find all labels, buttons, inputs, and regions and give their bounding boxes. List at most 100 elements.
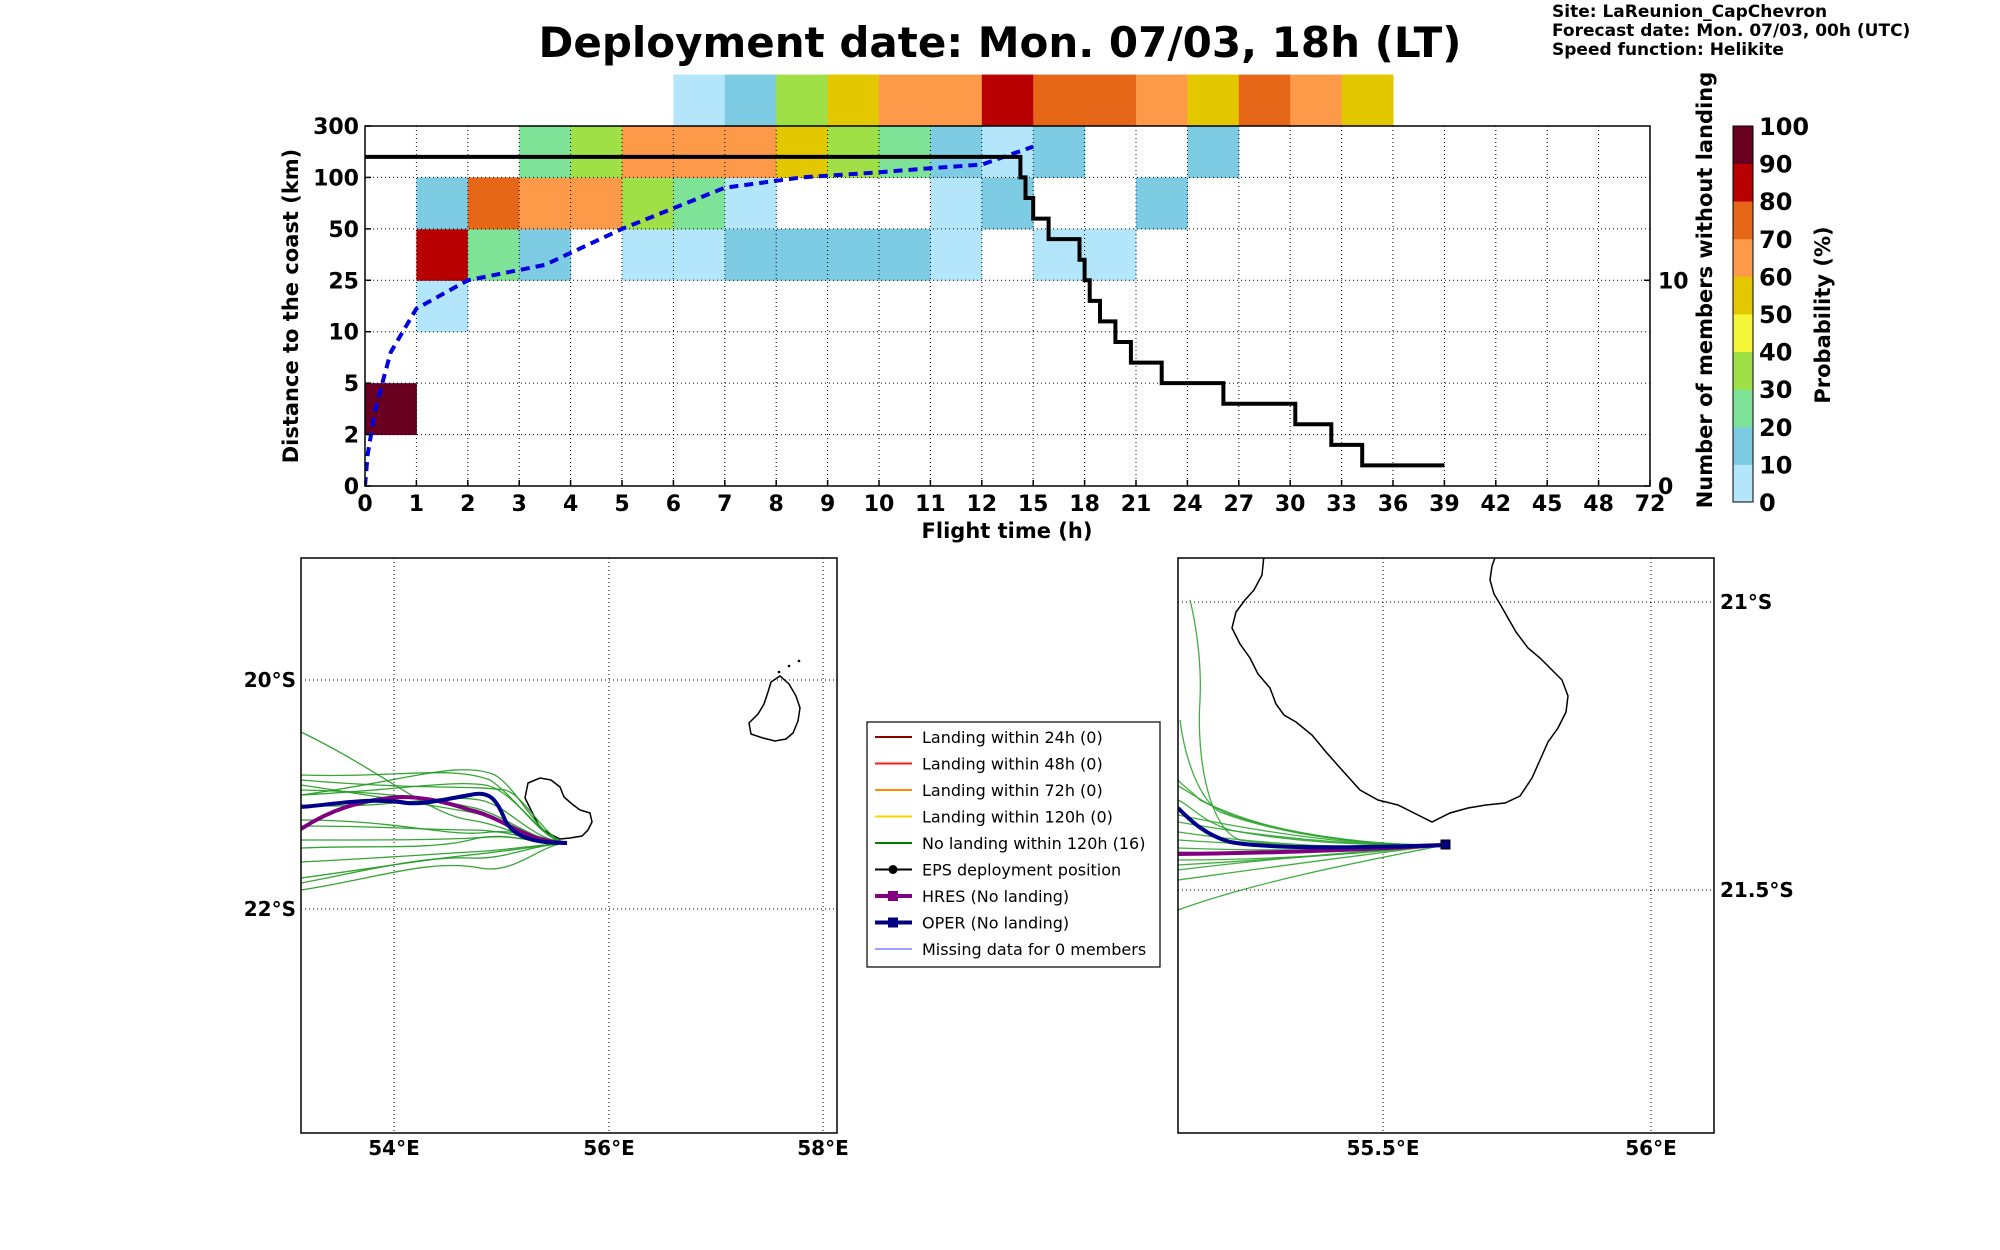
legend-label: HRES (No landing) bbox=[922, 887, 1069, 906]
map-zoom-frame bbox=[1177, 557, 1715, 1134]
heatmap-cell bbox=[827, 74, 880, 127]
x-tick-label: 8 bbox=[769, 492, 784, 517]
page-title: Deployment date: Mon. 07/03, 18h (LT) bbox=[538, 18, 1462, 67]
colorbar-tick-label: 20 bbox=[1759, 414, 1792, 442]
legend-item: Landing within 24h (0) bbox=[875, 728, 1103, 747]
y-tick-label: 100 bbox=[313, 166, 359, 191]
y2-axis-label: Number of members without landing bbox=[1693, 72, 1717, 509]
y-tick-label: 5 bbox=[344, 372, 359, 397]
heatmap-cell bbox=[724, 126, 777, 178]
map1-y-tick: 20°S bbox=[244, 668, 296, 692]
map1-x-tick: 58°E bbox=[797, 1136, 849, 1160]
heatmap-gridlines bbox=[365, 126, 1650, 486]
heatmap-cell bbox=[1187, 126, 1240, 178]
y-tick-label: 0 bbox=[344, 475, 359, 500]
legend: Landing within 24h (0) Landing within 48h… bbox=[866, 721, 1161, 968]
reunion-island-outline bbox=[524, 777, 593, 840]
x-tick-label: 45 bbox=[1532, 492, 1563, 517]
heatmap-cell bbox=[1187, 74, 1240, 127]
x-tick-label: 33 bbox=[1326, 492, 1357, 517]
map-zoom-gridlines bbox=[1178, 558, 1714, 1133]
x-tick-label: 4 bbox=[563, 492, 578, 517]
x-tick-label: 72 bbox=[1635, 492, 1666, 517]
heatmap-cell bbox=[1290, 74, 1343, 127]
heatmap-cell bbox=[879, 74, 931, 127]
ensemble-track bbox=[301, 769, 568, 844]
colorbar-tick-label: 80 bbox=[1759, 188, 1792, 216]
map-overview: 54°E 56°E 58°E 20°S 22°S bbox=[244, 557, 849, 1160]
heatmap-cell bbox=[673, 177, 726, 230]
y-axis-label: Distance to the coast (km) bbox=[279, 149, 303, 464]
colorbar-tick-label: 50 bbox=[1759, 301, 1792, 329]
legend-item: Missing data for 0 members bbox=[875, 940, 1146, 959]
y2-tick-label: 10 bbox=[1658, 269, 1689, 294]
heatmap-cell bbox=[416, 228, 469, 281]
colorbar-tick-label: 70 bbox=[1759, 226, 1792, 254]
heatmap-cell bbox=[622, 126, 674, 178]
heatmap-cell bbox=[827, 126, 880, 178]
ensemble-track-zoom bbox=[1178, 844, 1446, 911]
forecast-date-label: Forecast date: Mon. 07/03, 00h (UTC) bbox=[1552, 21, 1911, 41]
heatmap-cell bbox=[622, 177, 674, 230]
legend-item: Landing within 72h (0) bbox=[875, 781, 1103, 800]
heatmap-cell bbox=[622, 228, 674, 281]
heatmap-cell bbox=[570, 126, 623, 178]
hres-track bbox=[301, 794, 568, 845]
x-tick-label: 24 bbox=[1172, 492, 1203, 517]
colorbar-label: Probability (%) bbox=[1811, 226, 1835, 403]
colorbar-swatch bbox=[1733, 126, 1753, 164]
heatmap-cell bbox=[981, 74, 1034, 127]
legend-label: Landing within 48h (0) bbox=[922, 755, 1103, 774]
x-tick-label: 10 bbox=[864, 492, 895, 517]
x-tick-label: 5 bbox=[614, 492, 629, 517]
oper-deployment-marker bbox=[1440, 839, 1451, 850]
members-without-landing-line bbox=[365, 154, 1445, 468]
legend-label: Landing within 24h (0) bbox=[922, 728, 1103, 747]
legend-item: Landing within 120h (0) bbox=[875, 808, 1113, 827]
colorbar-tick-label: 0 bbox=[1759, 489, 1776, 517]
x-tick-label: 1 bbox=[409, 492, 424, 517]
mauritius-island-outline bbox=[748, 675, 801, 742]
heatmap-cell bbox=[519, 228, 572, 281]
heatmap-cell bbox=[879, 228, 931, 281]
heatmap-cell bbox=[1084, 228, 1137, 281]
heatmap-cell bbox=[416, 177, 469, 230]
colorbar: 0 10 20 30 40 50 60 70 80 90 100 Probability (%) bbox=[1732, 113, 1835, 517]
map1-x-tick: 56°E bbox=[583, 1136, 635, 1160]
heatmap-frame bbox=[364, 125, 1651, 487]
colorbar-tick-label: 90 bbox=[1759, 151, 1792, 179]
heatmap-cell bbox=[776, 228, 829, 281]
x-tick-label: 30 bbox=[1275, 492, 1306, 517]
y-tick-label: 300 bbox=[313, 115, 359, 140]
colorbar-ticks: 0 10 20 30 40 50 60 70 80 90 100 bbox=[1759, 113, 1809, 517]
ensemble-track bbox=[301, 789, 568, 844]
colorbar-swatch bbox=[1733, 314, 1753, 352]
heatmap-cell bbox=[416, 280, 469, 333]
colorbar-swatch bbox=[1733, 464, 1753, 503]
x-tick-label: 3 bbox=[512, 492, 527, 517]
legend-item: Landing within 48h (0) bbox=[875, 755, 1103, 774]
ensemble-track bbox=[301, 797, 568, 844]
map-overview-gridlines bbox=[301, 558, 837, 1133]
heatmap-cell bbox=[673, 228, 726, 281]
colorbar-tick-label: 60 bbox=[1759, 263, 1792, 291]
map2-y-tick: 21.5°S bbox=[1720, 878, 1794, 902]
colorbar-swatch bbox=[1733, 238, 1753, 277]
colorbar-swatch bbox=[1733, 389, 1753, 428]
legend-label: Landing within 120h (0) bbox=[922, 808, 1113, 827]
y-tick-label: 10 bbox=[328, 321, 359, 346]
heatmap-cell bbox=[930, 126, 983, 178]
colorbar-swatch bbox=[1733, 276, 1753, 315]
colorbar-tick-label: 10 bbox=[1759, 451, 1792, 479]
x-tick-label: 7 bbox=[717, 492, 732, 517]
heatmap-cell bbox=[776, 126, 829, 178]
legend-label: Missing data for 0 members bbox=[922, 940, 1146, 959]
legend-item: EPS deployment position bbox=[875, 861, 1121, 880]
y2-tick-label: 0 bbox=[1658, 475, 1673, 500]
map2-x-tick: 56°E bbox=[1625, 1136, 1677, 1160]
map-overview-frame bbox=[300, 557, 838, 1134]
reunion-island-zoom-outline bbox=[1231, 558, 1569, 823]
x-tick-label: 12 bbox=[966, 492, 997, 517]
x-tick-label: 0 bbox=[357, 492, 372, 517]
